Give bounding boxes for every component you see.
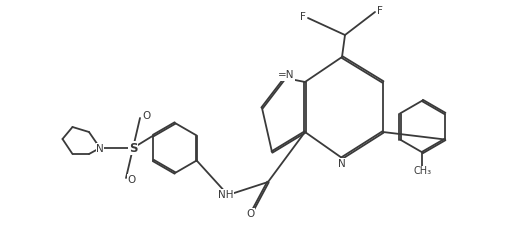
Text: NH: NH [218, 190, 233, 200]
Text: O: O [128, 175, 136, 185]
Text: N: N [338, 159, 346, 169]
Text: =N: =N [278, 71, 294, 81]
Text: S: S [129, 142, 137, 155]
Text: O: O [246, 209, 254, 219]
Text: CH₃: CH₃ [413, 166, 432, 177]
Text: F: F [377, 6, 383, 16]
Text: N: N [96, 144, 104, 153]
Text: O: O [142, 111, 150, 121]
Text: F: F [300, 12, 306, 22]
